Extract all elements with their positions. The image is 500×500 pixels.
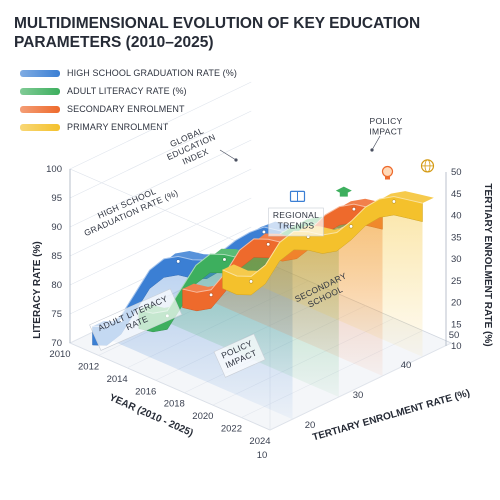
annotation: POLICY IMPACTPOLICYIMPACT xyxy=(369,116,402,137)
data-point xyxy=(222,257,227,262)
y-left-tick-label: 80 xyxy=(51,280,62,291)
gridline xyxy=(69,81,252,170)
legend-item-primary: PRIMARY ENROLMENT xyxy=(20,118,237,136)
gridline xyxy=(269,342,452,431)
graduation-cap-icon xyxy=(335,186,352,197)
x-tick-label: 2014 xyxy=(107,374,128,385)
x-tick-label: 2010 xyxy=(49,349,70,360)
annotation-line: POLICY xyxy=(370,116,403,126)
bulb-icon-base xyxy=(385,176,390,180)
annotation-box xyxy=(213,333,266,378)
legend-label: HIGH SCHOOL GRADUATION RATE (%) xyxy=(67,68,237,78)
y-right-tick-label: 35 xyxy=(451,232,462,243)
gridline xyxy=(69,168,252,257)
z-tick-label: 20 xyxy=(305,420,316,431)
data-point xyxy=(208,292,214,297)
legend-swatch xyxy=(20,69,60,77)
z-tick-label: 10 xyxy=(257,450,268,461)
legend: HIGH SCHOOL GRADUATION RATE (%) ADULT LI… xyxy=(20,64,237,136)
data-point xyxy=(351,206,357,212)
legend-label: PRIMARY ENROLMENT xyxy=(67,122,169,132)
globe-icon xyxy=(420,159,435,173)
x-tick-label: 2016 xyxy=(135,386,156,397)
y-right-tick-label: 15 xyxy=(451,319,462,330)
legend-item-high-school: HIGH SCHOOL GRADUATION RATE (%) xyxy=(20,64,237,82)
gridline xyxy=(69,110,252,199)
y-left-tick-label: 95 xyxy=(51,193,62,204)
series-line xyxy=(92,226,293,328)
legend-label: SECONDARY ENROLMENT xyxy=(67,104,185,114)
y-left-tick-label: 100 xyxy=(46,164,62,175)
data-point xyxy=(176,259,181,264)
annotation-line: REGIONAL xyxy=(273,210,319,220)
y-right-tick-label: 30 xyxy=(451,254,462,265)
annotation-leader-dot xyxy=(234,158,238,162)
annotation-leader xyxy=(371,135,381,151)
cap-icon-base xyxy=(339,192,348,197)
data-point xyxy=(248,279,254,284)
y-right-tick-label: 10 xyxy=(451,341,462,352)
legend-item-secondary: SECONDARY ENROLMENT xyxy=(20,100,237,118)
legend-swatch xyxy=(20,87,60,95)
y-right-tick-label: 20 xyxy=(451,298,462,309)
x-tick-label: 2020 xyxy=(192,411,213,422)
legend-swatch xyxy=(20,123,60,131)
y-left-tick-label: 85 xyxy=(51,251,62,262)
z-tick-label: 40 xyxy=(401,360,412,371)
y-right-tick-label: 50 xyxy=(451,167,462,178)
y-axis-right-label: TERTIARY ENROLMENT RATE (%) xyxy=(482,183,493,346)
y-right-tick-label: 45 xyxy=(451,189,462,200)
gridline xyxy=(69,197,252,286)
data-point xyxy=(348,224,354,229)
z-tick-label: 50 xyxy=(449,330,460,341)
gridline xyxy=(69,139,252,228)
chart-title: MULTIDIMENSIONAL EVOLUTION OF KEY EDUCAT… xyxy=(14,15,421,51)
annotation-box xyxy=(89,288,183,351)
y-axis-left-label: LITERACY RATE (%) xyxy=(32,241,43,338)
series-layer xyxy=(92,159,435,420)
legend-swatch xyxy=(20,105,60,113)
annotation-leader xyxy=(219,149,237,161)
lightbulb-icon xyxy=(381,165,394,180)
y-left-tick-label: 70 xyxy=(51,338,62,349)
book-icon xyxy=(289,190,306,202)
x-tick-label: 2018 xyxy=(164,399,185,410)
y-right-tick-label: 40 xyxy=(451,211,462,222)
x-tick-label: 2012 xyxy=(78,361,99,372)
z-tick-label: 30 xyxy=(353,390,364,401)
y-right-tick-label: 25 xyxy=(451,276,462,287)
series-curtain xyxy=(222,196,423,357)
annotation-leader-dot xyxy=(370,148,374,152)
y-left-tick-label: 75 xyxy=(51,309,62,320)
annotation-box xyxy=(268,207,324,237)
x-tick-label: 2024 xyxy=(249,436,270,447)
y-left-tick-label: 90 xyxy=(51,222,62,233)
data-point xyxy=(266,242,271,247)
legend-label: ADULT LITERACY RATE (%) xyxy=(67,86,187,96)
bulb-icon-glass xyxy=(381,165,394,178)
annotation-line: IMPACT xyxy=(369,127,402,137)
annotation: REGIONAL TRENDSREGIONALTRENDS xyxy=(268,207,324,237)
x-tick-label: 2022 xyxy=(221,424,242,435)
legend-item-adult-literacy: ADULT LITERACY RATE (%) xyxy=(20,82,237,100)
annotation-line: TRENDS xyxy=(278,221,315,231)
data-point xyxy=(261,229,267,235)
data-point xyxy=(391,199,397,204)
